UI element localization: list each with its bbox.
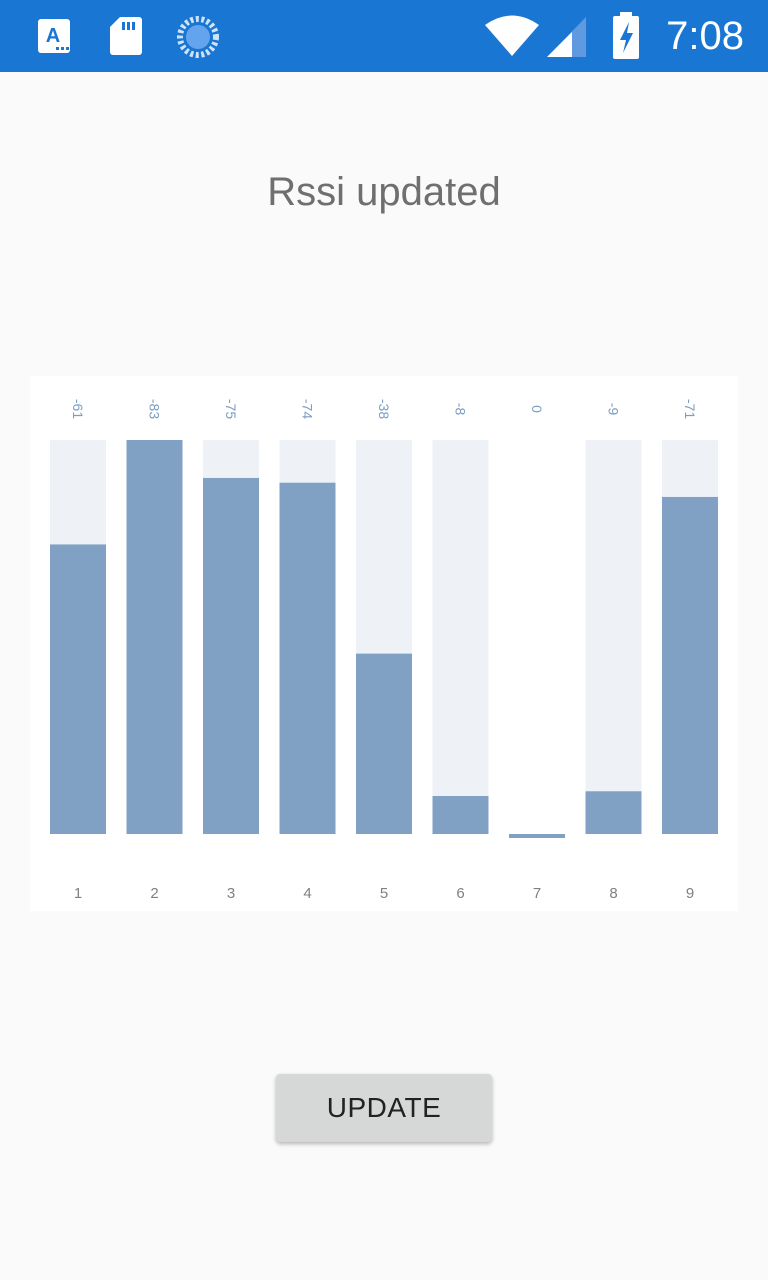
x-tick-label: 1 — [74, 885, 82, 902]
app-a-icon: A — [38, 19, 70, 53]
x-tick-label: 9 — [686, 885, 694, 902]
bar — [279, 482, 336, 834]
update-button[interactable]: UPDATE — [276, 1074, 492, 1142]
x-tick-label: 6 — [456, 885, 464, 902]
x-tick-label: 4 — [303, 885, 311, 902]
value-label: -74 — [300, 399, 316, 419]
bar — [203, 477, 259, 834]
x-tick-label: 3 — [227, 885, 235, 902]
bar — [356, 653, 412, 834]
page-title: Rssi updated — [267, 170, 501, 214]
rssi-bar-chart: -61 1 -83 2 -75 3 -74 4 -38 5 -8 6 0 7 -9 8 -71 9 — [30, 376, 738, 911]
bar — [50, 544, 106, 834]
x-tick-label: 5 — [380, 885, 388, 902]
chart-svg: -61 1 -83 2 -75 3 -74 4 -38 5 -8 6 0 7 -9 8 -71 9 — [50, 399, 718, 902]
x-tick-label: 7 — [533, 885, 541, 902]
svg-text:A: A — [46, 25, 60, 47]
value-label: -9 — [606, 403, 622, 416]
x-tick-label: 8 — [609, 885, 617, 902]
bar-track — [585, 440, 642, 834]
bar — [432, 796, 489, 834]
x-tick-label: 2 — [150, 885, 158, 902]
value-label: -83 — [147, 399, 163, 419]
value-label: -75 — [223, 399, 239, 419]
value-label: -61 — [70, 399, 86, 419]
bar-track — [432, 440, 489, 834]
bar — [585, 791, 642, 834]
signal-icon — [547, 17, 586, 57]
sync-icon — [177, 16, 219, 58]
bar — [509, 834, 565, 838]
bar — [662, 496, 718, 834]
battery-charging-icon — [613, 12, 639, 59]
clock: 7:08 — [666, 14, 744, 58]
value-label: -8 — [453, 403, 469, 416]
value-label: -38 — [376, 399, 392, 419]
value-label: -71 — [682, 399, 698, 419]
sd-card-icon — [110, 17, 142, 55]
wifi-icon — [485, 15, 539, 56]
value-label: 0 — [529, 405, 545, 413]
bar — [126, 440, 183, 834]
status-bar: A 7:08 — [0, 0, 768, 72]
